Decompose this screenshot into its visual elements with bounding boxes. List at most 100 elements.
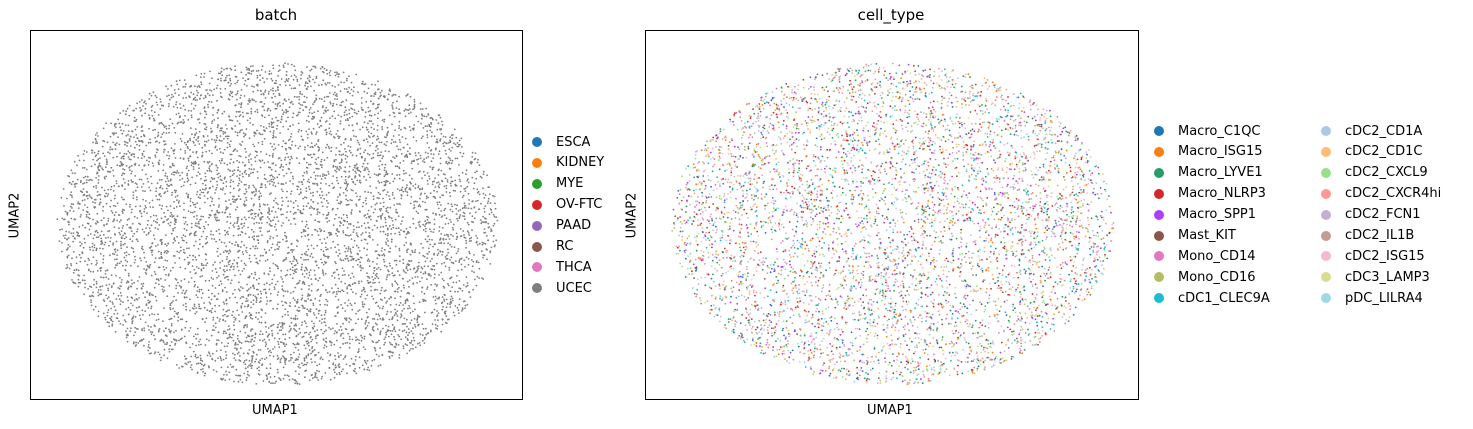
scatter-point bbox=[196, 94, 199, 97]
scatter-point bbox=[263, 173, 266, 176]
scatter-point bbox=[157, 313, 159, 316]
scatter-point bbox=[406, 344, 408, 347]
scatter-point bbox=[225, 206, 228, 208]
scatter-point bbox=[347, 203, 350, 206]
scatter-point bbox=[397, 344, 400, 346]
scatter-point bbox=[102, 299, 105, 301]
scatter-point bbox=[105, 237, 107, 239]
scatter-point bbox=[482, 215, 484, 218]
scatter-point bbox=[381, 286, 383, 289]
scatter-point bbox=[413, 103, 416, 106]
scatter-point bbox=[231, 198, 234, 201]
scatter-point bbox=[316, 184, 319, 187]
scatter-point bbox=[187, 157, 190, 160]
scatter-point bbox=[412, 332, 414, 335]
scatter-point bbox=[493, 245, 496, 248]
scatter-point bbox=[313, 325, 316, 328]
scatter-point bbox=[371, 328, 374, 331]
scatter-point bbox=[270, 168, 273, 171]
scatter-point bbox=[258, 198, 261, 201]
scatter-point bbox=[294, 329, 296, 331]
scatter-point bbox=[63, 218, 65, 221]
scatter-point bbox=[351, 199, 353, 202]
scatter-point bbox=[305, 106, 308, 109]
scatter-point bbox=[391, 194, 394, 196]
scatter-point bbox=[134, 175, 136, 177]
scatter-point bbox=[443, 298, 445, 301]
scatter-point bbox=[166, 183, 169, 186]
scatter-point bbox=[168, 285, 171, 287]
scatter-point bbox=[263, 116, 266, 119]
scatter-point bbox=[247, 159, 250, 161]
scatter-point bbox=[165, 127, 168, 130]
scatter-point bbox=[417, 212, 419, 215]
scatter-point bbox=[124, 113, 127, 115]
scatter-point bbox=[185, 192, 188, 195]
scatter-point bbox=[198, 173, 201, 175]
scatter-point bbox=[369, 109, 372, 112]
scatter-point bbox=[333, 218, 336, 220]
scatter-point bbox=[358, 280, 360, 283]
scatter-point bbox=[326, 156, 329, 159]
scatter-point bbox=[259, 349, 262, 351]
scatter-point bbox=[307, 298, 310, 300]
scatter-point bbox=[345, 328, 348, 331]
scatter-point bbox=[294, 370, 297, 373]
scatter-point bbox=[399, 316, 402, 319]
scatter-point bbox=[273, 199, 275, 202]
scatter-point bbox=[82, 246, 85, 249]
scatter-point bbox=[338, 193, 341, 196]
scatter-point bbox=[160, 253, 163, 256]
scatter-point bbox=[86, 191, 88, 194]
scatter-point bbox=[392, 226, 395, 229]
scatter-point bbox=[382, 305, 385, 308]
scatter-point bbox=[321, 164, 323, 167]
scatter-point bbox=[285, 163, 288, 166]
scatter-point bbox=[315, 316, 318, 319]
scatter-point bbox=[62, 188, 65, 190]
scatter-point bbox=[485, 221, 488, 224]
scatter-point bbox=[454, 305, 457, 307]
scatter-point bbox=[233, 328, 236, 331]
scatter-point bbox=[81, 224, 84, 227]
scatter-point bbox=[323, 317, 326, 320]
scatter-point bbox=[208, 351, 210, 354]
scatter-point bbox=[351, 178, 353, 181]
chart-title-batch: batch bbox=[254, 6, 298, 24]
scatter-point bbox=[126, 340, 129, 343]
scatter-point bbox=[163, 307, 165, 309]
scatter-point bbox=[323, 96, 326, 99]
scatter-point bbox=[377, 80, 379, 83]
scatter-point bbox=[249, 363, 252, 365]
scatter-point bbox=[455, 238, 458, 241]
scatter-point bbox=[445, 162, 447, 164]
scatter-point bbox=[67, 254, 70, 257]
scatter-point bbox=[398, 167, 401, 170]
scatter-point bbox=[440, 169, 443, 172]
scatter-point bbox=[417, 163, 419, 165]
scatter-point bbox=[404, 302, 407, 305]
scatter-point bbox=[198, 98, 201, 100]
scatter-point bbox=[134, 128, 137, 131]
scatter-point bbox=[445, 187, 448, 190]
scatter-point bbox=[351, 108, 354, 110]
scatter-point bbox=[264, 260, 267, 262]
scatter-point bbox=[278, 94, 281, 96]
scatter-point bbox=[116, 202, 119, 205]
scatter-point bbox=[239, 330, 242, 333]
scatter-point bbox=[449, 306, 452, 308]
scatter-point bbox=[261, 159, 264, 162]
scatter-point bbox=[66, 263, 68, 266]
scatter-point bbox=[376, 288, 378, 291]
scatter-point bbox=[350, 103, 352, 105]
scatter-point bbox=[400, 338, 403, 341]
scatter-point bbox=[224, 229, 226, 232]
scatter-point bbox=[375, 341, 378, 344]
scatter-point bbox=[207, 223, 210, 226]
scatter-point bbox=[442, 237, 445, 240]
scatter-point bbox=[137, 265, 139, 268]
scatter-point bbox=[175, 279, 178, 281]
scatter-point bbox=[226, 269, 229, 272]
scatter-point bbox=[329, 354, 331, 357]
scatter-point bbox=[274, 382, 276, 384]
